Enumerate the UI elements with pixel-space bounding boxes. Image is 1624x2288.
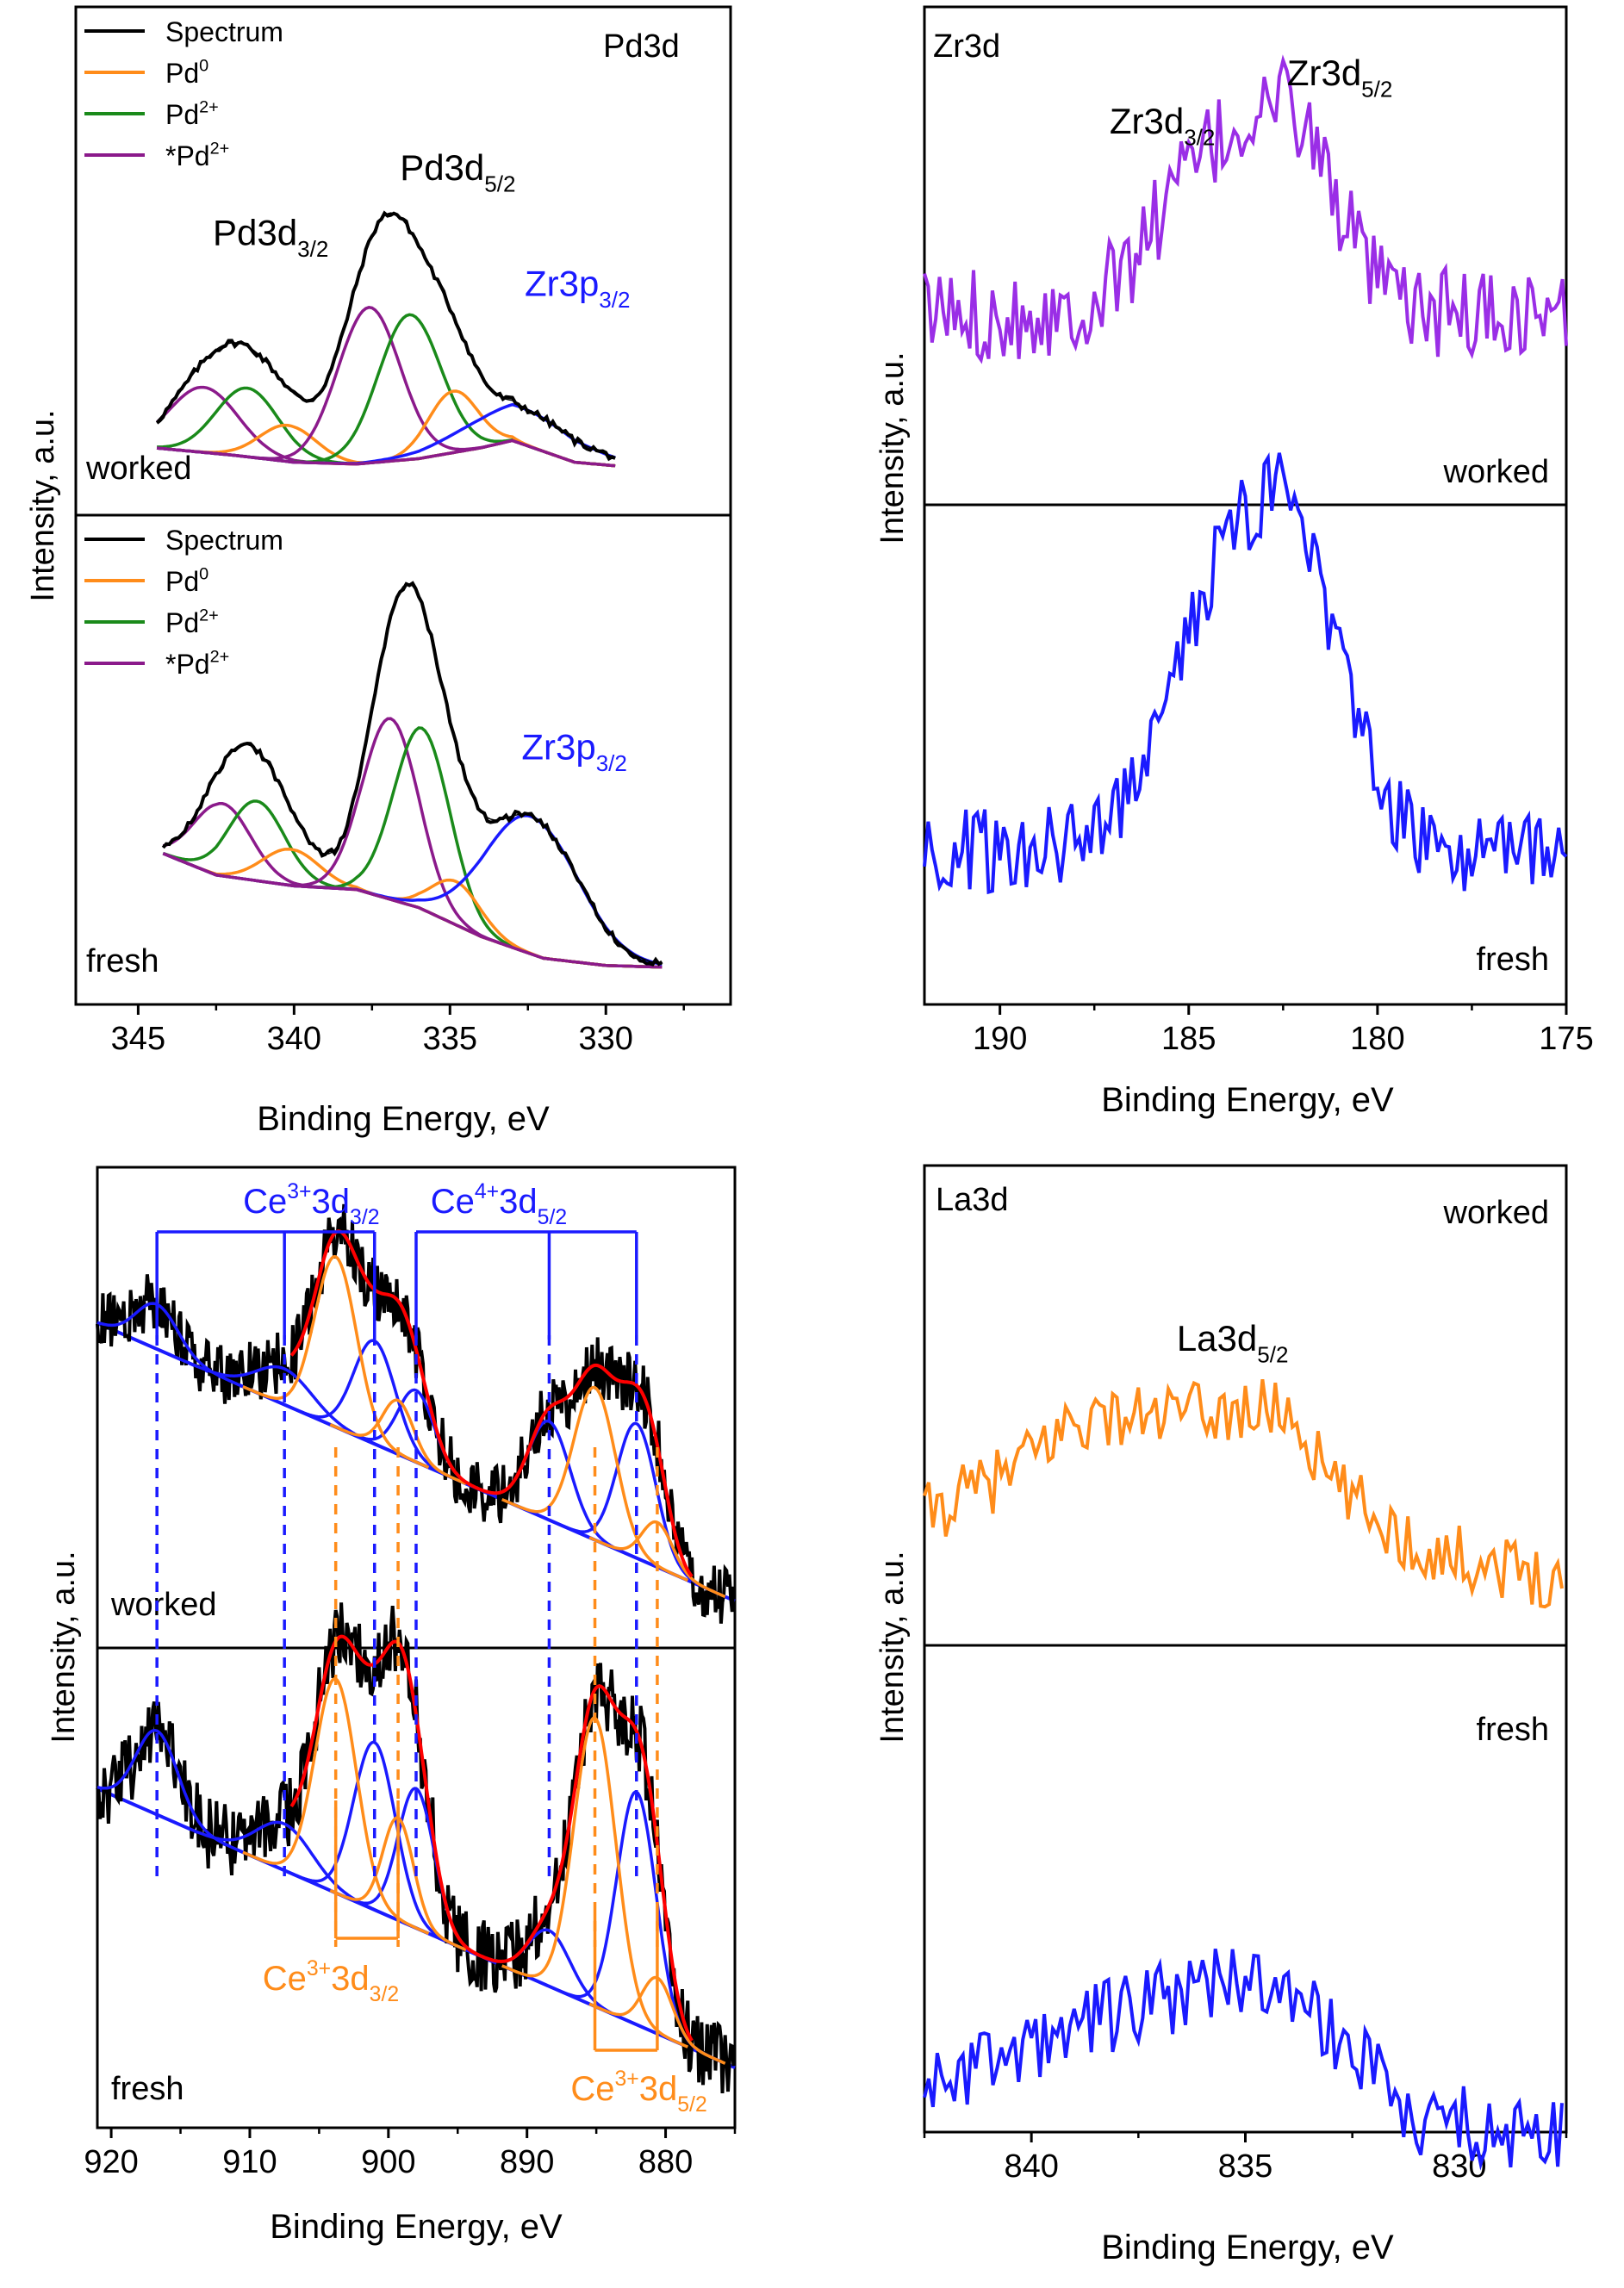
la3d-y-axis-title: Intensity, a.u. <box>874 1551 911 1743</box>
zr3d-title: Zr3d <box>933 28 1000 65</box>
ce3d-fresh-envelope <box>289 1634 694 2042</box>
pd3d-fresh-background <box>162 852 663 969</box>
zr3d-worked-spectrum <box>923 54 1568 364</box>
x-tick-label: 890 <box>500 2144 554 2180</box>
x-tick-label: 835 <box>1218 2148 1272 2185</box>
ce3d-worked-ce3-peak-1 <box>329 1398 467 1486</box>
ce3d-y-axis-title: Intensity, a.u. <box>46 1551 82 1743</box>
pd3d-fresh-legend-label: *Pd2+ <box>165 648 229 680</box>
x-tick-label: 345 <box>111 1021 165 1057</box>
pd3d-title: Pd3d <box>603 28 680 65</box>
x-tick-label: 920 <box>84 2144 138 2180</box>
ce3d-x-axis-title: Binding Energy, eV <box>270 2208 563 2246</box>
pd3d-worked-label: worked <box>85 451 192 487</box>
ce3d-fresh-ce4-peak-0 <box>96 1728 251 1857</box>
pd3d-worked-legend-label: Spectrum <box>165 16 283 47</box>
zr3d-annotation: Zr3d3/2 <box>1110 101 1216 150</box>
la3d-worked-label: worked <box>1443 1195 1550 1231</box>
x-tick-label: 330 <box>579 1021 633 1057</box>
ce3d-fresh-ce4-peak-1 <box>159 1814 409 1926</box>
zr3d-fresh-label: fresh <box>1477 942 1549 978</box>
zr3d-fresh-spectrum <box>923 451 1568 895</box>
la3d-fresh-spectrum <box>923 1948 1564 2171</box>
zr3d-annotation: Zr3d5/2 <box>1287 53 1393 102</box>
pd3d-worked-legend-label: Pd2+ <box>165 98 219 130</box>
pd3d-fresh-zr3p-peak <box>162 813 663 967</box>
pd3d-y-axis-title: Intensity, a.u. <box>25 409 61 601</box>
la3d-worked-spectrum <box>923 1378 1564 1609</box>
la3d-annotation: La3d5/2 <box>1177 1318 1289 1367</box>
x-tick-label: 335 <box>423 1021 477 1057</box>
zr3d-worked-label: worked <box>1443 454 1550 490</box>
x-tick-label: 880 <box>638 2144 693 2180</box>
pd3d-fresh-legend-label: Spectrum <box>165 525 283 556</box>
pd3d-x-axis-title: Binding Energy, eV <box>257 1100 550 1138</box>
x-tick-label: 900 <box>361 2144 415 2180</box>
pd3d-worked-annotation: Zr3p3/2 <box>525 263 631 312</box>
pd3d-fresh-component-peak-2 <box>162 847 663 969</box>
pd3d-fresh-spectrum <box>161 581 663 967</box>
pd3d-worked-legend-label: Pd0 <box>165 57 208 89</box>
x-tick-label: 840 <box>1004 2148 1058 2185</box>
pd3d-worked-annotation: Pd3d5/2 <box>400 147 515 196</box>
ce3d-worked-ce3-peak-3 <box>588 1520 726 1599</box>
x-tick-label: 910 <box>222 2144 277 2180</box>
pd3d-fresh-component-peak-1 <box>162 799 663 969</box>
ce3d-bracket-label-0: Ce3+3d3/2 <box>243 1180 379 1229</box>
pd3d-fresh-annotation: Zr3p3/2 <box>521 726 627 775</box>
pd3d-fresh-component-peak-0 <box>162 802 663 969</box>
x-tick-label: 190 <box>973 1021 1027 1057</box>
ce3d-worked-label: worked <box>110 1587 217 1623</box>
la3d-x-axis-title: Binding Energy, eV <box>1101 2229 1394 2266</box>
pd3d-worked-component-peak-4 <box>156 313 616 468</box>
la3d-fresh-label: fresh <box>1477 1712 1549 1748</box>
x-tick-label: 340 <box>267 1021 321 1057</box>
chart-ce3d: 920 910 900 890 880 Binding Energy, eV Intensi… <box>46 1166 737 2246</box>
pd3d-worked-component-peak-3 <box>156 305 616 468</box>
pd3d-fresh-legend-label: Pd2+ <box>165 606 219 638</box>
ce3d-fresh-label: fresh <box>111 2071 184 2107</box>
pd3d-worked-background <box>156 438 616 468</box>
pd3d-fresh-legend-label: Pd0 <box>165 565 208 597</box>
pd3d-worked-legend-label: *Pd2+ <box>165 140 229 171</box>
pd3d-axes-frame <box>74 5 732 1006</box>
zr3d-x-axis-title: Binding Energy, eV <box>1101 1081 1394 1119</box>
ce3d-bracket-label-2: Ce3+3d3/2 <box>263 1957 399 2006</box>
x-tick-label: 175 <box>1539 1021 1593 1057</box>
chart-zr3d: 190 185 180 175 Binding Energy, eV Intensity,… <box>874 5 1594 1119</box>
la3d-title: La3d <box>936 1182 1009 1218</box>
x-tick-label: 180 <box>1350 1021 1404 1057</box>
pd3d-worked-spectrum <box>155 210 616 462</box>
ce3d-bracket-label-1: Ce4+3d5/2 <box>431 1180 567 1229</box>
ce3d-bracket-label-3: Ce3+3d5/2 <box>570 2067 706 2117</box>
pd3d-fresh-label: fresh <box>86 943 159 979</box>
chart-pd3d: 345 340 335 330 Binding Energy, eV Intensity,… <box>25 5 732 1138</box>
ce3d-worked-envelope <box>289 1229 694 1578</box>
pd3d-worked-annotation: Pd3d3/2 <box>213 213 328 262</box>
x-tick-label: 185 <box>1161 1021 1216 1057</box>
ce3d-worked-ce4-peak-0 <box>96 1302 251 1391</box>
zr3d-y-axis-title: Intensity, a.u. <box>874 351 911 544</box>
